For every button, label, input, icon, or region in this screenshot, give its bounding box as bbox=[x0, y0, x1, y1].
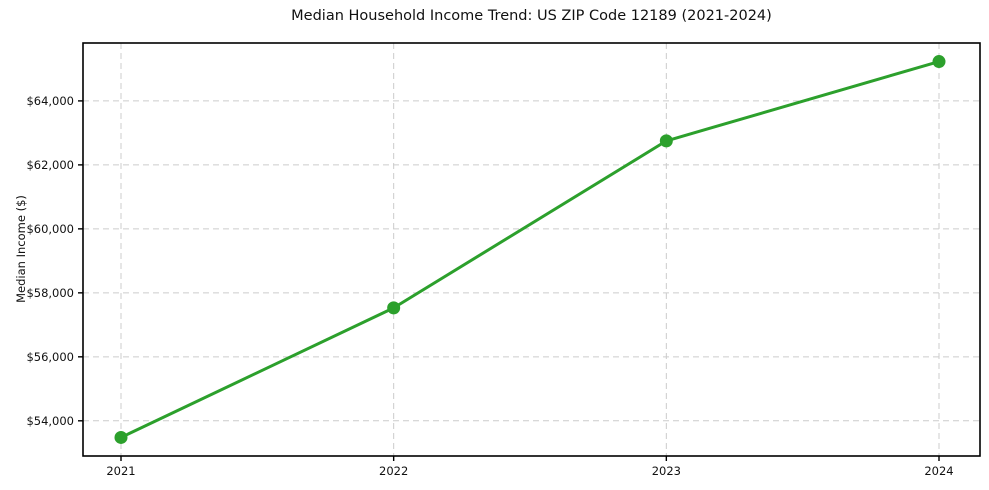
y-tick-label: $56,000 bbox=[26, 350, 74, 364]
series-line bbox=[119, 60, 941, 439]
y-tick-label: $58,000 bbox=[26, 286, 74, 300]
chart-title: Median Household Income Trend: US ZIP Co… bbox=[291, 8, 772, 24]
y-tick-label: $60,000 bbox=[26, 222, 74, 236]
y-tick-label: $64,000 bbox=[26, 94, 74, 108]
x-tick-label: 2021 bbox=[106, 464, 135, 478]
y-tick-label: $54,000 bbox=[26, 414, 74, 428]
data-point-marker bbox=[659, 134, 673, 148]
x-tick-label: 2022 bbox=[379, 464, 408, 478]
data-point-marker bbox=[932, 55, 946, 69]
data-point-marker bbox=[387, 301, 401, 315]
y-tick-label: $62,000 bbox=[26, 158, 74, 172]
data-point-marker bbox=[114, 430, 128, 444]
x-tick-label: 2024 bbox=[924, 464, 953, 478]
plot-border bbox=[82, 42, 981, 457]
x-tick-label: 2023 bbox=[652, 464, 681, 478]
